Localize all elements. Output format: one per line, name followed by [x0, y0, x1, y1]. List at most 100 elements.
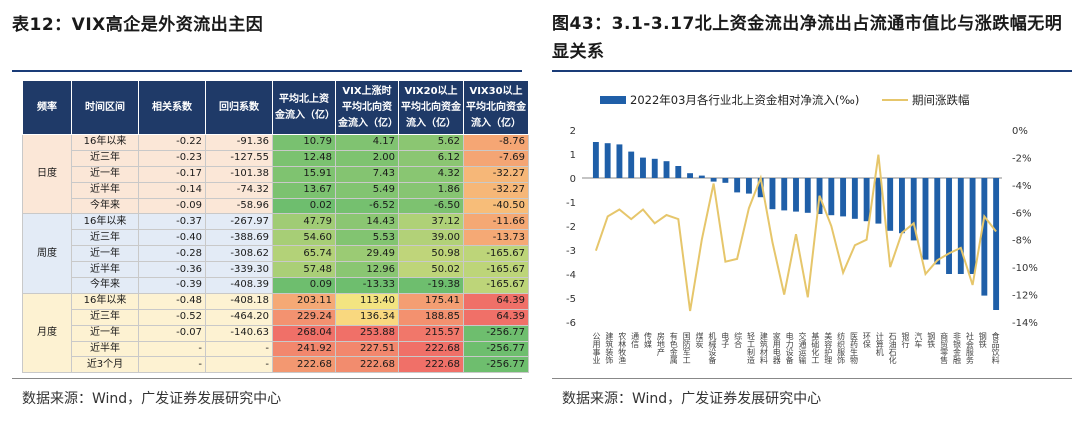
category-label: 社会服务: [965, 331, 974, 365]
value-cell: -127.55: [205, 149, 273, 167]
header-avg-flow: 平均北上资金流入（亿）: [272, 80, 336, 135]
value-cell: -0.48: [138, 292, 206, 310]
value-cell: -388.69: [205, 229, 273, 247]
flow-bar: [934, 178, 941, 265]
value-cell: -6.52: [335, 197, 399, 215]
value-cell: 29.49: [335, 245, 399, 263]
category-label: 美容护理: [824, 331, 833, 364]
flow-bar: [910, 178, 917, 241]
value-cell: -0.39: [138, 277, 206, 294]
flow-bar: [687, 173, 693, 178]
category-label: 通信: [631, 331, 640, 349]
table-row: 近一年 -0.17 -101.38 15.91 7.43 4.32 -32.27: [23, 165, 529, 183]
left-axis-tick: -2: [566, 222, 576, 233]
range-cell: 近半年: [71, 340, 139, 358]
table-header-row: 频率 时间区间 相关系数 回归系数 平均北上资金流入（亿） VIX上涨时平均北向…: [22, 80, 529, 135]
right-axis-tick: -10%: [1012, 263, 1038, 274]
left-axis-tick: -4: [566, 270, 576, 281]
category-label: 建筑装饰: [605, 331, 614, 365]
category-label: 非银金融: [952, 331, 961, 365]
value-cell: -6.50: [398, 197, 464, 215]
value-cell: 203.11: [272, 292, 336, 310]
category-label: 公用事业: [592, 332, 601, 364]
value-cell: 65.74: [272, 245, 336, 263]
value-cell: 12.96: [335, 261, 399, 279]
value-cell: -11.66: [463, 213, 529, 231]
flow-bar: [592, 142, 599, 178]
flow-bar: [875, 178, 882, 224]
north-flow-chart: 2022年03月各行业北上资金相对净流入(‰) 期间涨跌幅 2 1 0 -1 -2 -3 -4 -…: [566, 93, 1038, 365]
value-cell: -256.77: [463, 340, 529, 358]
right-axis-tick: -4%: [1012, 181, 1031, 192]
category-label: 汽车: [914, 331, 923, 349]
range-cell: 16年以来: [71, 213, 139, 231]
value-cell: 39.00: [398, 229, 464, 247]
table-row: 月度 16年以来 -0.48 -408.18 203.11 113.40 175.41 64.…: [22, 292, 529, 374]
value-cell: -0.36: [138, 261, 206, 279]
value-cell: 57.48: [272, 261, 336, 279]
header-reg: 回归系数: [205, 80, 273, 135]
value-cell: 229.24: [272, 308, 336, 326]
range-cell: 今年来: [71, 197, 139, 215]
value-cell: 241.92: [272, 340, 336, 358]
category-label: 农林牧渔: [618, 331, 627, 364]
value-cell: 188.85: [398, 308, 464, 326]
value-cell: 136.34: [335, 308, 399, 326]
value-cell: 253.88: [335, 324, 399, 342]
flow-bar: [804, 178, 811, 213]
table-row: 近3个月 - -222.68 222.68 222.68 -256.77: [23, 356, 529, 374]
category-label: 银行: [901, 331, 910, 349]
category-label: 综合: [734, 331, 743, 349]
right-source-note: 数据来源：Wind，广发证券发展研究中心: [562, 391, 822, 407]
table-row: 周度 16年以来 -0.37 -267.97 47.79 14.43 37.12 -11.66: [22, 213, 529, 294]
category-label: 建筑材料: [759, 331, 768, 365]
table-row: 近半年 -0.36 -339.30 57.48 12.96 50.02 -165.67: [23, 261, 529, 279]
value-cell: 215.57: [398, 324, 464, 342]
flow-bar: [957, 178, 964, 274]
value-cell: 37.12: [398, 213, 464, 231]
category-label: 电力设备: [785, 331, 794, 365]
flow-bar: [769, 178, 776, 210]
header-freq: 频率: [22, 80, 72, 135]
value-cell: 268.04: [272, 324, 336, 342]
left-axis-tick: -5: [566, 294, 576, 305]
value-cell: -0.40: [138, 229, 206, 247]
value-cell: 227.51: [335, 340, 399, 358]
category-label: 交通运输: [798, 331, 807, 365]
left-axis-tick: -6: [566, 318, 576, 329]
value-cell: 5.53: [335, 229, 399, 247]
value-cell: -408.18: [205, 292, 273, 310]
legend-line-label: 期间涨跌幅: [912, 93, 970, 107]
value-cell: -256.77: [463, 356, 529, 374]
flow-bar: [981, 178, 988, 296]
category-label: 计算机: [875, 331, 884, 357]
header-corr: 相关系数: [138, 80, 206, 135]
value-cell: -0.07: [138, 324, 206, 342]
value-cell: -140.63: [205, 324, 273, 342]
right-axis-tick: -2%: [1012, 153, 1031, 164]
range-cell: 近三年: [71, 308, 139, 326]
legend-bar-swatch: [600, 96, 626, 104]
category-label: 纺织服饰: [837, 331, 846, 365]
flow-bar: [781, 178, 788, 211]
flow-bar: [887, 178, 894, 231]
value-cell: 0.09: [272, 277, 336, 294]
value-cell: -13.33: [335, 277, 399, 294]
value-cell: -58.96: [205, 197, 273, 215]
value-cell: 50.02: [398, 261, 464, 279]
right-axis-tick: -8%: [1012, 236, 1031, 247]
value-cell: 7.43: [335, 165, 399, 183]
flow-bar: [828, 178, 835, 216]
value-cell: -267.97: [205, 213, 273, 231]
value-cell: -165.67: [463, 245, 529, 263]
value-cell: -19.38: [398, 277, 464, 294]
range-cell: 近3个月: [71, 356, 139, 374]
flow-bar: [745, 178, 752, 194]
value-cell: -0.17: [138, 165, 206, 183]
table-row: 近三年 -0.52 -464.20 229.24 136.34 188.85 64.39: [23, 308, 529, 326]
category-label: 房地产: [656, 331, 665, 357]
category-label: 基础化工: [811, 331, 820, 364]
value-cell: -339.30: [205, 261, 273, 279]
period-label: 日度: [22, 133, 72, 215]
right-axis-tick: -14%: [1012, 318, 1038, 329]
